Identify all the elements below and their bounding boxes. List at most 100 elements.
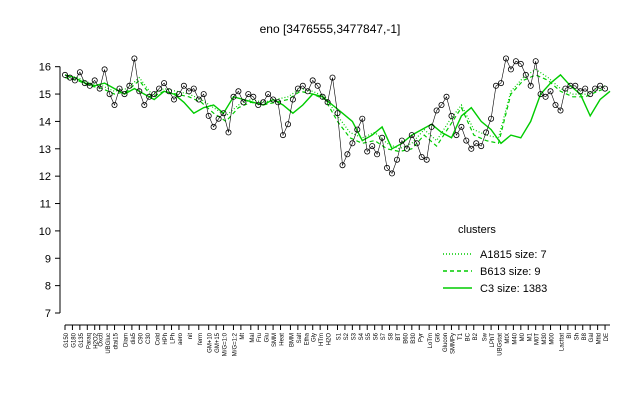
legend-label: A1815 size: 7 [480, 249, 547, 261]
data-point [215, 115, 222, 122]
series-line-c3 [64, 73, 611, 150]
x-tick-label: Heat [280, 333, 286, 346]
data-point [483, 129, 490, 136]
points-layer [62, 55, 609, 177]
legend: clusters A1815 size: 7 B613 size: 9 C3 siz… [443, 224, 547, 295]
y-tick-label: 10 [39, 226, 51, 238]
x-tick-label: LPh [171, 333, 177, 344]
y-tick-label: 7 [45, 308, 51, 320]
data-point [552, 102, 559, 109]
x-tick-label: HTm [319, 333, 325, 346]
x-tick-label: Etha [304, 332, 310, 345]
x-tick-label: M0 [520, 332, 526, 341]
x-tick-label: Mtld [597, 333, 603, 344]
data-point [329, 74, 336, 81]
x-tick-label: M30 [542, 332, 548, 344]
y-tick-label: 9 [45, 253, 51, 265]
data-point [517, 60, 524, 67]
data-point [91, 77, 98, 84]
x-tick-label: M00 [550, 332, 556, 344]
x-tick-label: Gly [312, 333, 318, 342]
data-point [299, 82, 306, 89]
data-point [86, 82, 93, 89]
chart-title: eno [3476555,3477847,-1] [260, 22, 401, 36]
x-tick-label: Fru [257, 333, 263, 342]
x-tick-label: B8 [582, 332, 588, 340]
x-tick-label: UBGstat [498, 333, 504, 356]
data-point [210, 123, 217, 130]
x-tick-label: Mal [250, 333, 256, 343]
data-point [468, 145, 475, 152]
data-point [106, 91, 113, 98]
x-tick-label: G135 [79, 332, 85, 347]
data-point [279, 132, 286, 139]
y-axis: 7 8 9 10 11 12 13 14 15 16 [39, 62, 61, 320]
data-point [542, 93, 549, 100]
data-point [383, 164, 390, 171]
x-tick-label: H2O [327, 333, 333, 346]
data-point [428, 123, 435, 130]
y-tick-label: 16 [39, 62, 51, 74]
data-point [151, 91, 158, 98]
x-tick-label: Gl6 [436, 332, 442, 342]
data-point [324, 99, 331, 106]
x-tick-label: Glu [265, 333, 271, 342]
x-tick-label: BT [396, 333, 402, 341]
x-tick-label: nit [188, 333, 194, 340]
data-point [126, 82, 133, 89]
data-point [180, 82, 187, 89]
x-tick-label: Sw [483, 332, 489, 341]
data-point [433, 107, 440, 114]
data-point [121, 91, 128, 98]
data-point [96, 85, 103, 92]
data-point [136, 88, 143, 95]
x-tick-label: T1 [458, 332, 464, 340]
data-point [67, 74, 74, 81]
data-point [354, 126, 361, 133]
x-tick-label: Lacttat [559, 333, 565, 351]
x-tick-label: BI [567, 333, 573, 339]
data-point [443, 93, 450, 100]
data-point [359, 115, 366, 122]
data-point [602, 85, 609, 92]
x-tick-label: C30 [146, 332, 152, 344]
x-tick-label: M1 [527, 332, 533, 341]
data-point [146, 93, 153, 100]
data-point [507, 66, 514, 73]
y-tick-label: 12 [39, 171, 51, 183]
data-point [473, 140, 480, 147]
x-tick-label: S4 [359, 332, 365, 340]
data-point [265, 91, 272, 98]
data-point [156, 85, 163, 92]
data-point [557, 107, 564, 114]
data-point [185, 88, 192, 95]
data-point [423, 156, 430, 163]
x-tick-label: Pyr [418, 333, 424, 342]
x-tick-label: Mt [240, 333, 246, 340]
data-point [562, 85, 569, 92]
x-tick-label: HPh [163, 333, 169, 345]
x-tick-label: S3 [351, 332, 357, 340]
x-tick-label: BC [465, 332, 471, 341]
x-tick-label: Oxctl [99, 333, 105, 347]
data-point [379, 134, 386, 141]
data-point [260, 99, 267, 106]
x-tick-label: M/G=1:2 [232, 332, 238, 356]
x-tick-label: G180 [71, 332, 77, 347]
x-tick-label: S8 [389, 332, 395, 340]
x-tick-label: aero [178, 332, 184, 345]
data-point [458, 123, 465, 130]
data-point [200, 91, 207, 98]
legend-label: C3 size: 1383 [480, 283, 547, 295]
data-point [170, 96, 177, 103]
data-point [463, 137, 470, 144]
data-point [547, 88, 554, 95]
x-tick-label: Gal [589, 333, 595, 342]
data-point [582, 85, 589, 92]
data-point [289, 96, 296, 103]
data-point [255, 102, 262, 109]
y-tick-label: 13 [39, 144, 51, 156]
series-line-b613 [64, 74, 606, 153]
x-tick-label: MtX [505, 333, 511, 344]
